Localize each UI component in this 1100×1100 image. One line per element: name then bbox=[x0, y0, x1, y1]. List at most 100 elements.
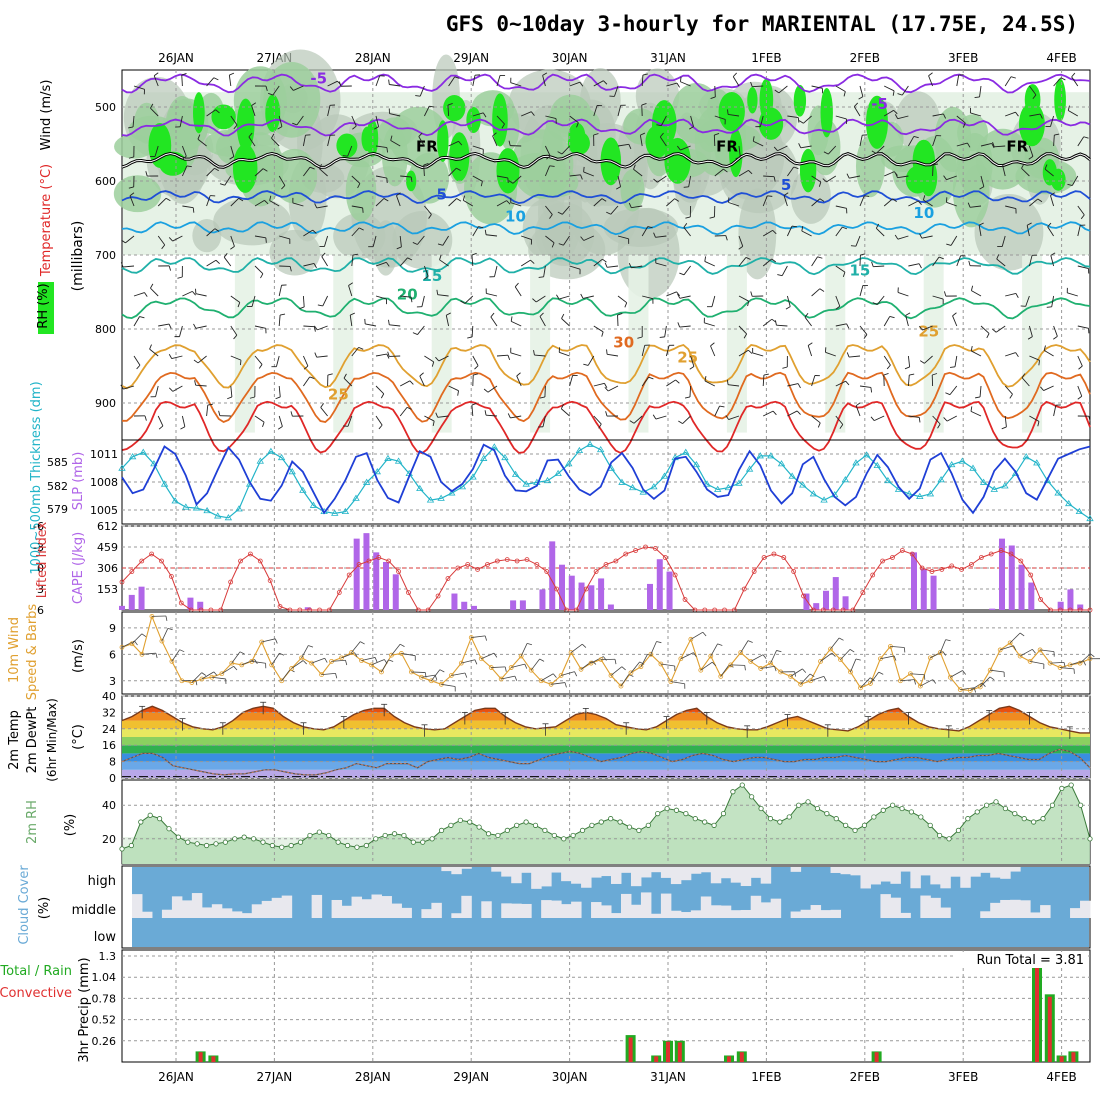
thickness-point bbox=[1054, 489, 1062, 496]
li-point bbox=[791, 569, 797, 574]
thickness-point bbox=[299, 486, 307, 493]
precip-tick: 0.26 bbox=[92, 1035, 117, 1048]
wind-barb-feather bbox=[975, 396, 981, 399]
wind-barb-feather bbox=[484, 635, 488, 641]
wind-barb-feather bbox=[855, 658, 861, 661]
rh-point bbox=[579, 827, 586, 834]
wind-barb-feather bbox=[773, 176, 776, 182]
thickness-point bbox=[575, 446, 584, 454]
wind-barb bbox=[1029, 355, 1040, 361]
cloud-row-label: low bbox=[94, 930, 117, 945]
wind-barb bbox=[1044, 168, 1054, 177]
isotherm-green bbox=[121, 297, 1091, 320]
rh-point bbox=[1031, 819, 1037, 825]
wind-barb bbox=[1053, 77, 1062, 87]
wind-barb-feather bbox=[218, 410, 221, 416]
rh-blob bbox=[759, 78, 774, 122]
rh-streak bbox=[1022, 255, 1043, 433]
wind-barb bbox=[1060, 667, 1075, 670]
thickness-point bbox=[724, 483, 733, 491]
wind-barb bbox=[752, 85, 764, 88]
wind-barb bbox=[351, 115, 357, 127]
thickness-point bbox=[660, 472, 669, 479]
wind-barb bbox=[835, 205, 847, 209]
wind-barb-feather bbox=[574, 671, 578, 677]
thickness-point bbox=[1065, 499, 1073, 507]
wind-barb bbox=[897, 175, 909, 179]
slp-axis-label: SLP (mb) bbox=[71, 452, 86, 511]
wind-barb bbox=[978, 225, 982, 237]
wind-barb-feather bbox=[542, 72, 548, 76]
wind-barb bbox=[853, 106, 861, 117]
slp-line bbox=[121, 443, 1091, 515]
wind-barb bbox=[492, 135, 498, 147]
wind-speed-point bbox=[1067, 662, 1073, 668]
wind-barb bbox=[908, 263, 920, 267]
wind-barb-feather bbox=[120, 384, 124, 390]
rh-point bbox=[767, 816, 774, 822]
wind-barb bbox=[302, 295, 305, 308]
wind-barb bbox=[859, 385, 871, 388]
cape-bar bbox=[666, 571, 673, 610]
wind-barb bbox=[607, 385, 619, 392]
rh-point bbox=[984, 802, 990, 808]
wind-barb-feather bbox=[723, 168, 728, 173]
wind-barb bbox=[781, 265, 788, 276]
thickness-point bbox=[756, 452, 764, 459]
wind-barb bbox=[849, 355, 861, 358]
wind-barb bbox=[171, 649, 180, 662]
wind-barb bbox=[920, 679, 933, 687]
cloud-clear-middle bbox=[880, 894, 891, 918]
li-tick: 6 bbox=[37, 604, 44, 617]
li-point bbox=[583, 586, 589, 592]
rh-point bbox=[532, 822, 539, 828]
wind-barb bbox=[873, 265, 885, 268]
wind-barb bbox=[324, 235, 329, 247]
li-point bbox=[988, 551, 994, 557]
wind-barb bbox=[472, 75, 476, 87]
wind-barb-feather bbox=[309, 376, 315, 380]
wind-barb bbox=[787, 115, 799, 119]
precip-conv-bar bbox=[727, 1056, 732, 1062]
rh-point bbox=[354, 844, 360, 850]
wind-barb-feather bbox=[1002, 162, 1008, 166]
li-point bbox=[633, 548, 639, 553]
wind-barb bbox=[1028, 255, 1033, 267]
cloud-clear-high bbox=[890, 867, 901, 884]
wind-barb bbox=[179, 325, 183, 337]
precip-conv-bar bbox=[666, 1041, 670, 1062]
wind-barb-feather bbox=[239, 651, 245, 655]
bottom-date-label: 1FEB bbox=[751, 1070, 781, 1084]
wind-barb-feather bbox=[979, 186, 985, 190]
cloud-clear-middle bbox=[431, 902, 442, 918]
wind-barb bbox=[197, 355, 207, 364]
wind-barb-feather bbox=[647, 226, 653, 229]
cape-tick: 612 bbox=[97, 520, 118, 533]
rh-point bbox=[1059, 785, 1065, 792]
wind-barb-feather bbox=[551, 242, 555, 248]
wind-barb-feather bbox=[659, 132, 664, 138]
li-point bbox=[998, 548, 1004, 553]
wind-barb-feather bbox=[870, 387, 873, 393]
wind-barb bbox=[855, 405, 861, 417]
contour-label: 25 bbox=[328, 385, 349, 403]
cloud-clear-high bbox=[860, 867, 871, 889]
cloud-clear-high bbox=[930, 867, 941, 885]
thickness-point bbox=[426, 496, 435, 503]
wind-barb bbox=[923, 199, 933, 207]
cloud-clear-middle bbox=[680, 912, 692, 918]
cloud-clear-high bbox=[740, 867, 752, 887]
wind-barb-feather bbox=[628, 263, 632, 268]
cape-bar bbox=[118, 605, 126, 610]
wind-barb-feather bbox=[870, 416, 875, 421]
cloud-clear-high bbox=[870, 867, 881, 885]
wind-barb bbox=[995, 325, 1006, 333]
wind-barb bbox=[732, 76, 740, 87]
wind-barb bbox=[351, 227, 360, 237]
wind-barb bbox=[179, 115, 183, 127]
cape-bar bbox=[1077, 604, 1084, 610]
wind-barb-feather bbox=[320, 403, 324, 408]
wind-barb-feather bbox=[785, 306, 791, 310]
